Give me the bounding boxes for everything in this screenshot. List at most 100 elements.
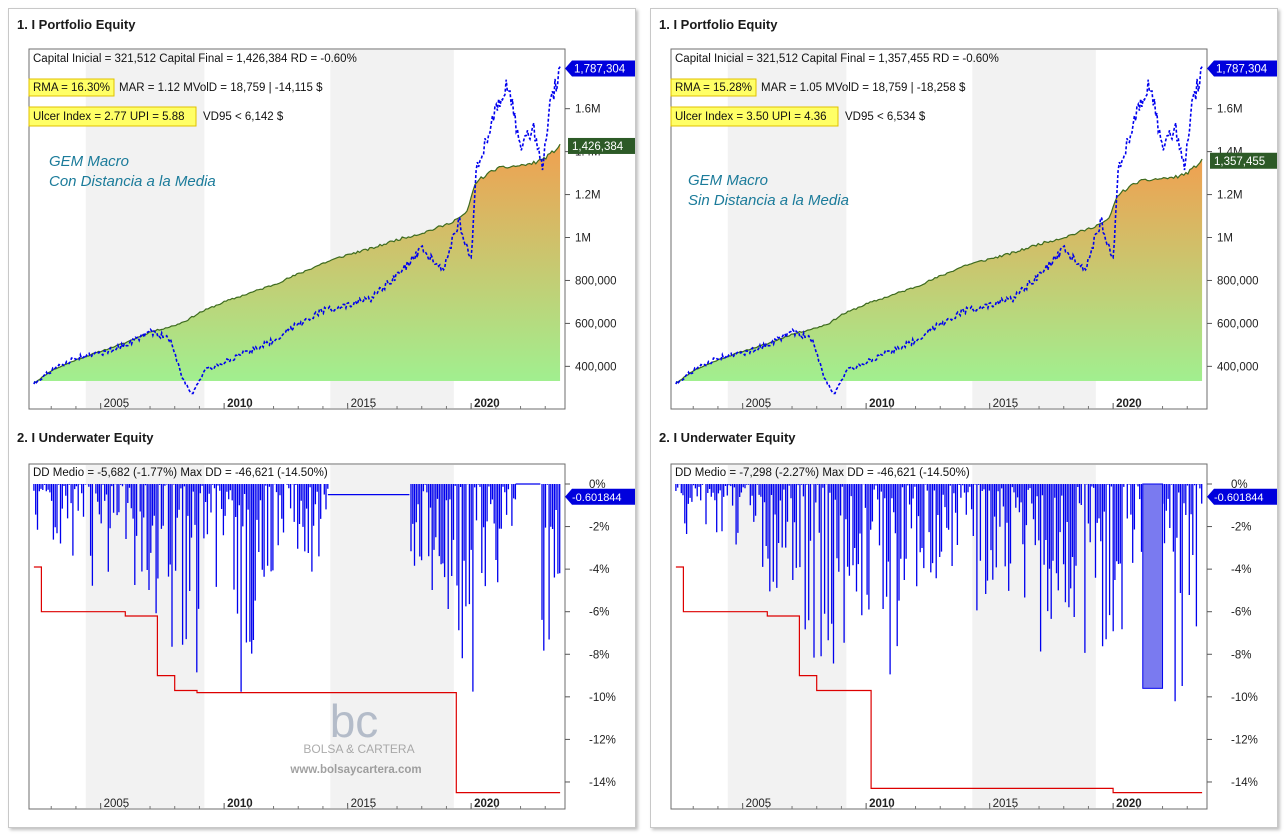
year-band xyxy=(85,465,205,808)
y-tick-label: -8% xyxy=(1231,649,1251,661)
x-tick-label: 2010 xyxy=(869,398,895,410)
y-tick-label: 1M xyxy=(575,233,591,245)
y-tick-label: -4% xyxy=(1231,564,1251,576)
drawdown-bars xyxy=(675,484,1203,702)
strategy-label-2: Sin Distancia a la Media xyxy=(688,192,849,209)
max-drawdown-line xyxy=(33,566,561,794)
x-tick-label: 2005 xyxy=(104,798,130,810)
x-tick-label: 2015 xyxy=(993,398,1019,410)
rma-highlight xyxy=(28,78,115,97)
y-tick-label: -6% xyxy=(1231,607,1251,619)
year-band xyxy=(727,465,847,808)
underwater-title: 2. I Underwater Equity xyxy=(17,430,154,445)
stats-line-1: Capital Inicial = 321,512 Capital Final … xyxy=(33,53,357,65)
x-axis: 2005 2010 2015 2020 xyxy=(692,398,1188,410)
equity-title: 1. I Portfolio Equity xyxy=(659,17,778,32)
ulcer-highlight xyxy=(28,106,197,127)
x-tick-label: 2005 xyxy=(104,398,130,410)
strategy-last-tag xyxy=(568,137,635,154)
strategy-fill xyxy=(33,144,561,384)
drawdown-plateau xyxy=(1142,483,1164,689)
y-tick-label: 800,000 xyxy=(1217,275,1259,287)
drawdown-bars xyxy=(33,483,561,794)
x-tick-label: 2020 xyxy=(1116,398,1142,410)
x-tick-label: 2020 xyxy=(474,798,500,810)
y-tick-label: -6% xyxy=(589,607,609,619)
y-tick-label: 400,000 xyxy=(1217,361,1259,373)
watermark: bc BOLSA & CARTERA www.bolsaycartera.com xyxy=(289,695,421,776)
right-panel: 1. I Portfolio Equity 2. I Underwater Eq… xyxy=(650,8,1278,828)
strategy-last-tag xyxy=(1210,152,1277,169)
underwater-title: 2. I Underwater Equity xyxy=(659,430,796,445)
y-tick-label: -14% xyxy=(1231,777,1258,789)
y-tick-label: -10% xyxy=(589,692,616,704)
left-panel: 1. I Portfolio Equity 2. I Underwater Eq… xyxy=(8,8,636,828)
strategy-label-1: GEM Macro xyxy=(49,153,129,170)
value-tags: -0.601844 xyxy=(565,488,635,505)
ulcer-highlight xyxy=(670,106,839,127)
underwater-last-tag xyxy=(565,488,635,505)
x-tick-label: 2010 xyxy=(869,798,895,810)
benchmark-last-value: 1,787,304 xyxy=(574,63,626,75)
x-axis: 2005 2010 2015 2020 xyxy=(692,798,1188,810)
y-tick-label: 1M xyxy=(1217,233,1233,245)
y-tick-label: -2% xyxy=(1231,522,1251,534)
value-tags: 1,787,304 1,357,455 xyxy=(1207,60,1277,169)
benchmark-line xyxy=(675,66,1203,395)
underwater-last-tag xyxy=(1207,488,1277,505)
y-tick-label: -8% xyxy=(589,649,609,661)
watermark-logo: bc xyxy=(330,695,379,747)
x-tick-label: 2015 xyxy=(993,798,1019,810)
stats-line-2: MAR = 1.05 MVolD = 18,759 | -18,258 $ xyxy=(761,82,966,94)
max-drawdown-line xyxy=(675,566,1203,794)
y-tick-label: 600,000 xyxy=(1217,318,1259,330)
rma-highlight xyxy=(670,78,757,97)
x-tick-label: 2020 xyxy=(474,398,500,410)
strategy-last-value: 1,357,455 xyxy=(1214,156,1265,168)
rma-value: RMA = 15.28% xyxy=(675,82,752,94)
y-tick-label: 1.6M xyxy=(1217,104,1243,116)
y-tick-label: 1.2M xyxy=(1217,190,1243,202)
y-tick-label: -14% xyxy=(589,777,616,789)
strategy-label-2: Con Distancia a la Media xyxy=(49,173,216,190)
y-tick-label: 1.2M xyxy=(575,190,601,202)
benchmark-last-value: 1,787,304 xyxy=(1216,63,1268,75)
value-tags: 1,787,304 1,426,384 xyxy=(565,60,635,154)
underwater-chart: 2005 2010 2015 2020 0% -2% -4% -6% -8% -10% -12% -… xyxy=(670,463,1277,810)
y-tick-label: 0% xyxy=(589,479,606,491)
y-tick-label: -10% xyxy=(1231,692,1258,704)
equity-area xyxy=(33,66,561,395)
y-tick-label: 600,000 xyxy=(575,318,617,330)
x-tick-label: 2015 xyxy=(351,798,377,810)
dd-stats: DD Medio = -7,298 (-2.27%) Max DD = -46,… xyxy=(675,467,970,479)
benchmark-last-tag xyxy=(1207,60,1277,77)
underwater-last-value: -0.601844 xyxy=(1214,492,1264,504)
underwater-chart: 2005 2010 2015 2020 0% -2% -4% -6% -8% -10% -12% -… xyxy=(28,463,635,810)
y-tick-label: 800,000 xyxy=(575,275,617,287)
equity-chart: 2005 2010 2015 2020 400,000 600,000 800,000 1M… xyxy=(670,48,1277,410)
ulcer-value: Ulcer Index = 2.77 UPI = 5.88 xyxy=(33,111,185,123)
x-tick-label: 2020 xyxy=(1116,798,1142,810)
watermark-url: www.bolsaycartera.com xyxy=(289,764,421,776)
drawdown-bars xyxy=(675,483,1203,794)
benchmark-line xyxy=(33,66,561,395)
stats-line-2: MAR = 1.12 MVolD = 18,759 | -14,115 $ xyxy=(119,82,323,94)
strategy-last-value: 1,426,384 xyxy=(572,141,624,153)
year-band xyxy=(330,465,454,808)
watermark-name: BOLSA & CARTERA xyxy=(303,742,414,756)
stats-line-3: VD95 < 6,534 $ xyxy=(845,111,926,123)
value-tags: -0.601844 xyxy=(1207,488,1277,505)
y-axis: 0% -2% -4% -6% -8% -10% -12% -14% xyxy=(1207,479,1258,789)
benchmark-last-tag xyxy=(565,60,635,77)
x-axis: 2005 2010 2015 2020 xyxy=(50,398,546,410)
y-tick-label: -4% xyxy=(589,564,609,576)
x-axis: 2005 2010 2015 2020 xyxy=(50,798,546,810)
x-tick-label: 2005 xyxy=(746,398,772,410)
equity-title: 1. I Portfolio Equity xyxy=(17,17,136,32)
underwater-last-value: -0.601844 xyxy=(572,492,622,504)
stats-line-1: Capital Inicial = 321,512 Capital Final … xyxy=(675,53,999,65)
y-tick-label: 1.6M xyxy=(575,104,601,116)
dd-stats: DD Medio = -5,682 (-1.77%) Max DD = -46,… xyxy=(33,467,328,479)
x-tick-label: 2015 xyxy=(351,398,377,410)
